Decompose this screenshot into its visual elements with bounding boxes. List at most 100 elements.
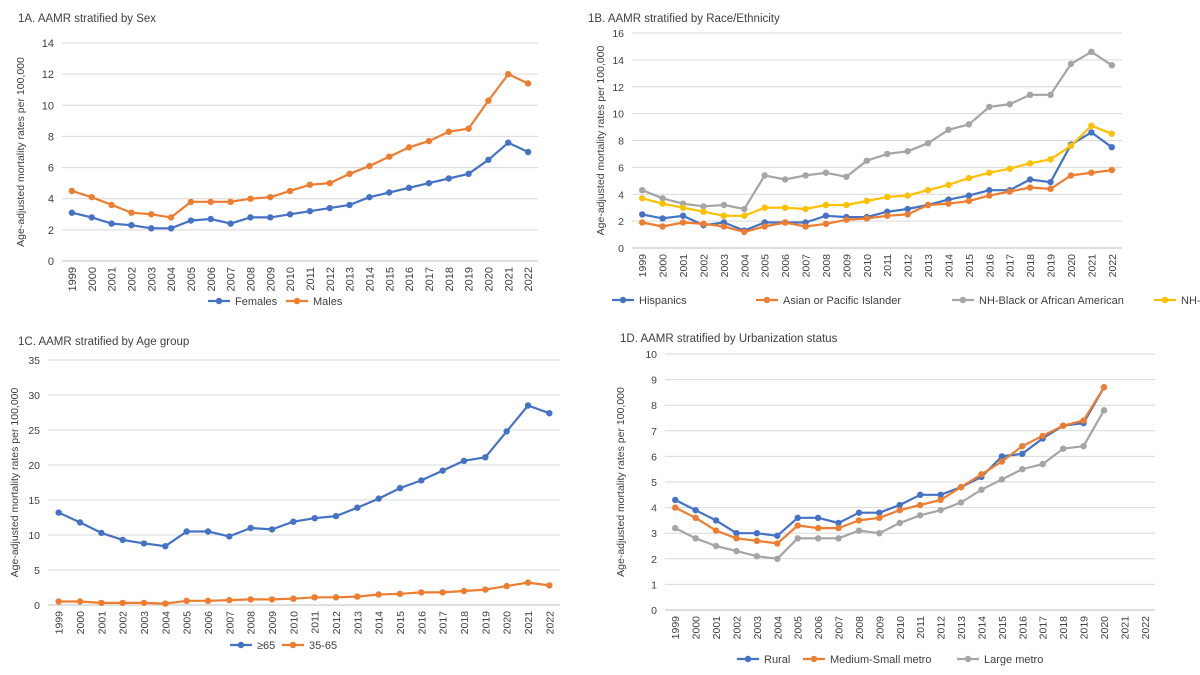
data-point [375,591,382,598]
data-point [692,514,699,522]
data-point [306,207,314,215]
legend-marker [959,296,967,304]
y-tick-label: 6 [618,162,624,174]
x-tick-label: 2006 [203,611,215,635]
data-point [1026,176,1034,183]
data-point [1059,422,1067,429]
data-point [465,170,472,177]
data-point [167,225,175,232]
x-tick-label: 2004 [166,267,178,291]
y-tick-label: 5 [651,477,657,489]
data-point [712,517,720,524]
data-point [692,535,699,542]
y-tick-label: 12 [42,69,54,81]
x-tick-label: 2016 [1017,616,1029,640]
x-tick-label: 2005 [793,616,805,640]
x-tick-label: 2010 [862,254,874,278]
x-tick-label: 2001 [107,267,119,291]
data-point [733,547,740,555]
x-tick-label: 2009 [874,616,886,640]
data-point [679,204,687,211]
legend-label: Males [313,296,343,308]
data-point [326,204,333,212]
data-point [814,535,822,542]
x-tick-label: 2017 [438,611,450,635]
data-point [418,477,425,484]
data-point [140,599,148,607]
series-line [58,404,550,548]
series-35-65 [55,579,553,607]
series-line [641,131,1113,232]
data-point [503,582,510,590]
data-point [311,515,318,522]
data-point [692,506,699,514]
data-point [546,582,553,589]
y-tick-label: 14 [42,38,54,50]
data-point [1006,165,1013,172]
data-point [639,211,646,218]
data-point [904,205,911,213]
data-point [88,193,95,201]
series-females [68,139,532,232]
data-point [366,193,373,201]
y-tick-label: 12 [612,82,624,94]
series-line [674,409,1105,560]
x-tick-label: 2015 [997,616,1009,640]
data-point [659,215,666,222]
data-point [1026,184,1034,191]
data-point [162,600,169,607]
legend-marker [964,655,972,663]
data-point [863,197,870,205]
data-point [55,598,62,605]
x-tick-label: 2013 [352,611,364,635]
series-large-metro [672,407,1108,562]
x-tick-label: 2005 [186,267,198,291]
data-point [884,212,891,219]
data-point [396,590,404,597]
x-tick-label: 1999 [670,616,682,640]
data-point [802,172,809,179]
x-tick-label: 2022 [523,267,535,291]
series-line [674,386,1105,545]
data-point [204,597,212,604]
data-point [98,529,105,537]
y-axis-label: Age-adjusted mortality rates per 100,000 [15,57,27,247]
legend-item: Large metro [957,654,1043,666]
data-point [998,453,1006,460]
x-tick-label: 2009 [265,267,277,291]
x-tick-label: 2015 [964,254,976,278]
data-point [1088,129,1095,136]
x-tick-label: 2011 [310,611,322,634]
x-tick-label: 2014 [374,611,386,635]
legend-label: Medium-Small metro [830,654,931,666]
y-tick-label: 10 [42,100,54,112]
data-point [924,139,932,147]
data-point [207,198,214,206]
data-point [386,153,393,160]
y-tick-label: 1 [651,579,657,591]
data-point [937,491,944,498]
x-tick-label: 2018 [459,611,471,635]
data-point [546,410,553,417]
data-point [672,496,679,504]
data-point [524,148,532,156]
y-tick-label: 6 [651,451,657,463]
y-tick-label: 15 [28,495,40,507]
y-tick-label: 4 [618,189,624,201]
y-tick-label: 9 [651,375,657,387]
data-point [1006,101,1013,108]
x-tick-label: 2011 [915,616,927,639]
y-tick-label: 10 [612,109,624,121]
data-point [904,211,911,218]
y-tick-label: 20 [28,460,40,472]
series-line [58,581,550,605]
chart-title: 1A. AAMR stratified by Sex [18,13,156,25]
data-point [794,514,801,522]
data-point [835,519,842,527]
y-tick-label: 4 [48,194,54,206]
data-point [986,169,993,176]
data-point [822,212,830,219]
data-point [354,504,361,511]
series-line [641,50,1113,211]
x-tick-label: 2004 [772,616,784,640]
